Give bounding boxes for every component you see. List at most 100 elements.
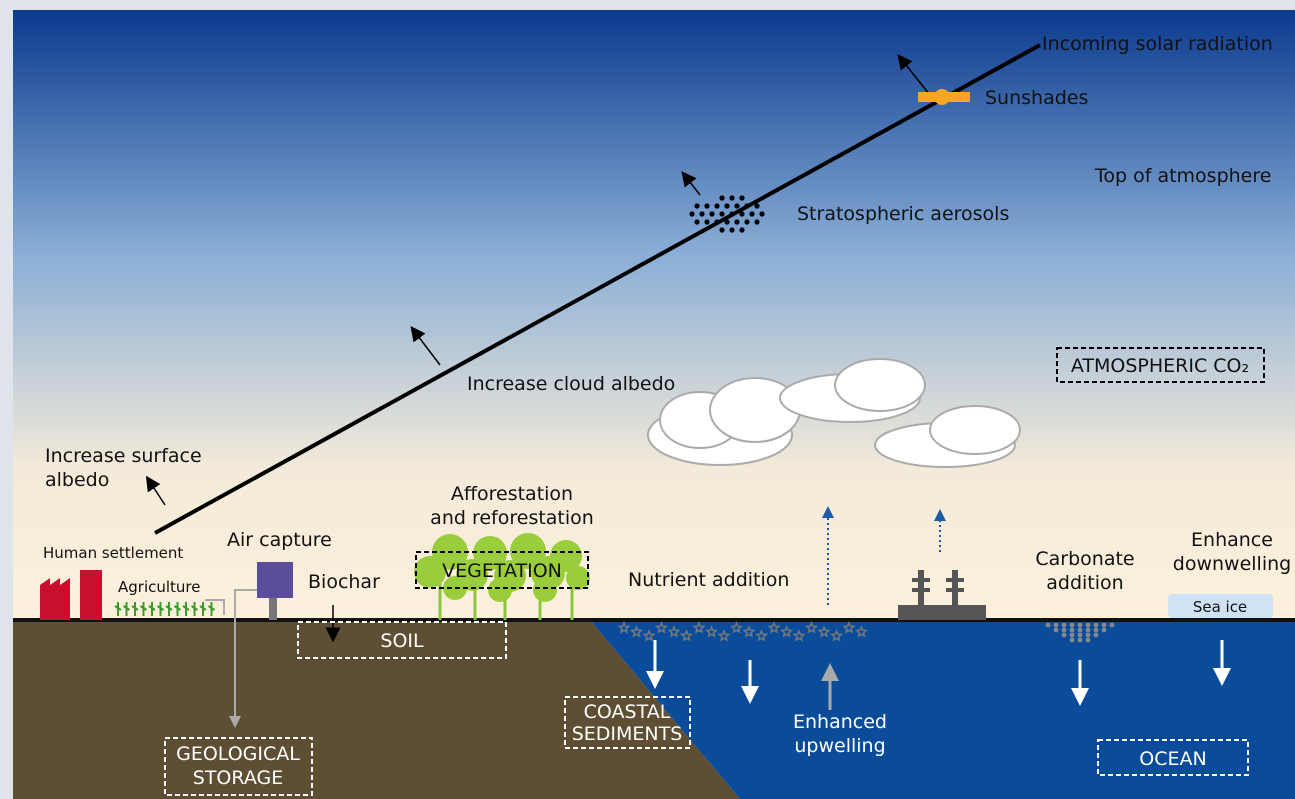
aerosols-part (739, 211, 745, 217)
label: Nutrient addition (628, 569, 789, 591)
air-capture-unit (257, 562, 293, 598)
nutrients-part (767, 621, 781, 634)
aerosols-part (739, 227, 745, 233)
aerosols-part (734, 219, 740, 225)
nutrients (617, 621, 869, 642)
agriculture-icon-part (165, 605, 173, 611)
agriculture-icon-part (131, 605, 139, 611)
aerosols-part (724, 219, 730, 225)
nutrients-part (779, 625, 794, 638)
aerosols-part (744, 203, 750, 209)
label: Agriculture (118, 578, 201, 596)
carbonate-part (1061, 632, 1067, 638)
arrow (145, 475, 166, 506)
aerosols-part (714, 203, 720, 209)
air-capture-pole (269, 598, 277, 620)
label: Stratospheric aerosols (797, 203, 1009, 225)
label: ATMOSPHERIC CO₂ (1071, 355, 1249, 377)
aerosols-part (694, 203, 700, 209)
label: Increase cloud albedo (467, 373, 675, 395)
aerosols-part (729, 227, 735, 233)
agriculture-icon-part (207, 605, 216, 611)
solar-ray (154, 43, 1041, 535)
carbonate-part (1069, 632, 1075, 638)
label: Top of atmosphere (1094, 165, 1271, 187)
label: Enhanced upwelling (793, 711, 887, 757)
agriculture-icon (114, 602, 216, 616)
nutrients-part (629, 625, 644, 638)
label: Air capture (227, 529, 332, 551)
agriculture-icon-part (139, 605, 148, 611)
label: Sea ice (1193, 598, 1247, 616)
pipe (229, 589, 257, 728)
nutrients-part (792, 629, 806, 642)
aerosols-part (704, 219, 710, 225)
aerosols-part (759, 211, 765, 217)
nutrients-part (654, 621, 669, 634)
label: COASTAL SEDIMENTS (572, 701, 683, 745)
aerosols-part (744, 219, 750, 225)
carbonate-part (1093, 622, 1099, 628)
aerosols-part (709, 211, 715, 217)
aerosols-part (754, 219, 760, 225)
aerosols-part (724, 203, 730, 209)
label: Human settlement (43, 544, 183, 562)
nutrients-part (854, 625, 869, 638)
label: Enhance downwelling (1173, 529, 1291, 575)
carbonate (1045, 622, 1115, 643)
label: SOIL (380, 630, 424, 652)
nutrients-part (829, 629, 844, 642)
nutrients-part (667, 625, 681, 638)
agriculture-icon-part (122, 605, 131, 611)
aerosols-part (714, 219, 720, 225)
carbonate-part (1085, 637, 1091, 643)
trees (414, 533, 590, 620)
nutrients-part (742, 625, 756, 638)
label: Incoming solar radiation (1042, 33, 1273, 55)
carbonate-part (1053, 622, 1059, 628)
trees-part (533, 578, 557, 602)
aerosols-part (739, 195, 745, 201)
aerosols-part (699, 211, 705, 217)
label: Biochar (308, 571, 380, 593)
aerosols-part (734, 203, 740, 209)
agriculture-icon-part (114, 605, 122, 611)
soil-ground (13, 620, 740, 799)
nutrients-part (642, 629, 656, 642)
pipe (205, 599, 225, 615)
carbonate-part (1093, 627, 1099, 633)
sky (13, 10, 1295, 620)
aerosols-part (719, 195, 725, 201)
carbonate-part (1061, 627, 1067, 633)
aerosols-part (694, 219, 700, 225)
nutrients-part (729, 621, 744, 634)
arrow (410, 326, 441, 366)
trees-part (566, 566, 590, 590)
carbonate-part (1085, 627, 1091, 633)
nutrients-part (754, 629, 769, 642)
carbonate-part (1069, 637, 1075, 643)
nutrients-part (704, 625, 719, 638)
carbonate-part (1077, 622, 1083, 628)
sea-ice (1168, 594, 1273, 618)
down-arrows (646, 640, 1231, 706)
carbonate-part (1093, 632, 1099, 638)
carbonate-part (1109, 622, 1115, 628)
carbonate-part (1085, 632, 1091, 638)
ocean-water (590, 620, 1295, 799)
label: GEOLOGICAL STORAGE (176, 743, 300, 789)
label: Increase surface albedo (45, 445, 202, 491)
label: Afforestation and reforestation (430, 483, 594, 529)
clouds (647, 358, 1021, 468)
carbonate-part (1045, 622, 1051, 628)
label: Carbonate addition (1035, 548, 1134, 594)
aerosols (689, 195, 765, 233)
carbonate-part (1101, 627, 1107, 633)
carbonate-part (1053, 627, 1059, 633)
carbonate-part (1077, 632, 1083, 638)
label: OCEAN (1139, 748, 1206, 770)
carbonate-part (1085, 622, 1091, 628)
carbonate-part (1069, 622, 1075, 628)
agriculture-icon-part (148, 605, 156, 611)
